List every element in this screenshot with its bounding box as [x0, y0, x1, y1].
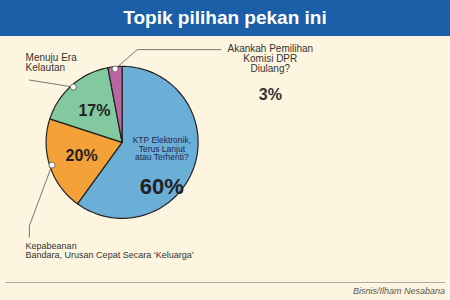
svg-text:20%: 20% [66, 147, 98, 164]
svg-text:Akankah PemilihanKomisi DPRDiu: Akankah PemilihanKomisi DPRDiulang? [227, 43, 313, 74]
svg-text:60%: 60% [140, 174, 184, 199]
svg-text:KepabeananBandara, Urusan Cepa: KepabeananBandara, Urusan Cepat Secara ‘… [26, 241, 194, 260]
svg-text:KTP Elektronik,Terus Lanjutata: KTP Elektronik,Terus Lanjutatau Terhenti… [133, 135, 191, 162]
svg-text:Menuju EraKelautan: Menuju EraKelautan [26, 52, 78, 73]
html-text:Bisnis/Ilham Nesabana: Bisnis/Ilham Nesabana [352, 286, 445, 296]
svg-text:3%: 3% [259, 86, 282, 103]
html-text:Topik pilihan pekan ini: Topik pilihan pekan ini [123, 7, 327, 28]
svg-text:17%: 17% [78, 102, 110, 119]
